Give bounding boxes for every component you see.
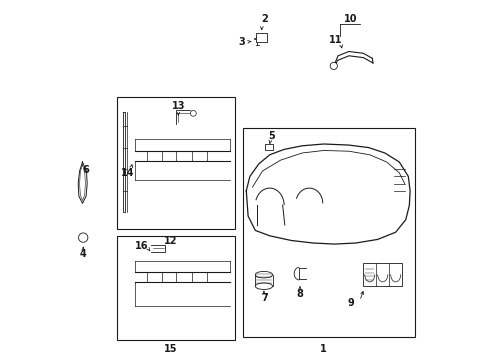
Text: 14: 14 xyxy=(121,168,134,178)
Bar xyxy=(117,97,235,229)
Bar xyxy=(363,263,401,286)
Text: 5: 5 xyxy=(267,131,274,141)
Ellipse shape xyxy=(255,271,272,278)
Text: 12: 12 xyxy=(163,236,177,246)
Bar xyxy=(265,144,273,150)
Bar xyxy=(117,236,235,340)
Text: 6: 6 xyxy=(82,165,89,175)
Text: 8: 8 xyxy=(296,289,303,299)
Text: 1: 1 xyxy=(320,344,326,354)
Text: 10: 10 xyxy=(343,14,357,24)
Text: 2: 2 xyxy=(261,14,267,24)
Text: 3: 3 xyxy=(238,37,245,47)
Text: 13: 13 xyxy=(171,101,184,111)
Circle shape xyxy=(79,233,88,242)
Text: 9: 9 xyxy=(346,298,353,309)
Bar xyxy=(242,128,415,337)
Text: 16: 16 xyxy=(135,240,148,251)
Text: 4: 4 xyxy=(80,249,86,259)
Text: 7: 7 xyxy=(261,293,267,303)
Text: 11: 11 xyxy=(328,35,341,45)
Circle shape xyxy=(329,62,337,69)
Ellipse shape xyxy=(255,283,272,289)
Bar xyxy=(256,33,266,42)
Text: 15: 15 xyxy=(163,344,177,354)
Circle shape xyxy=(190,111,196,116)
